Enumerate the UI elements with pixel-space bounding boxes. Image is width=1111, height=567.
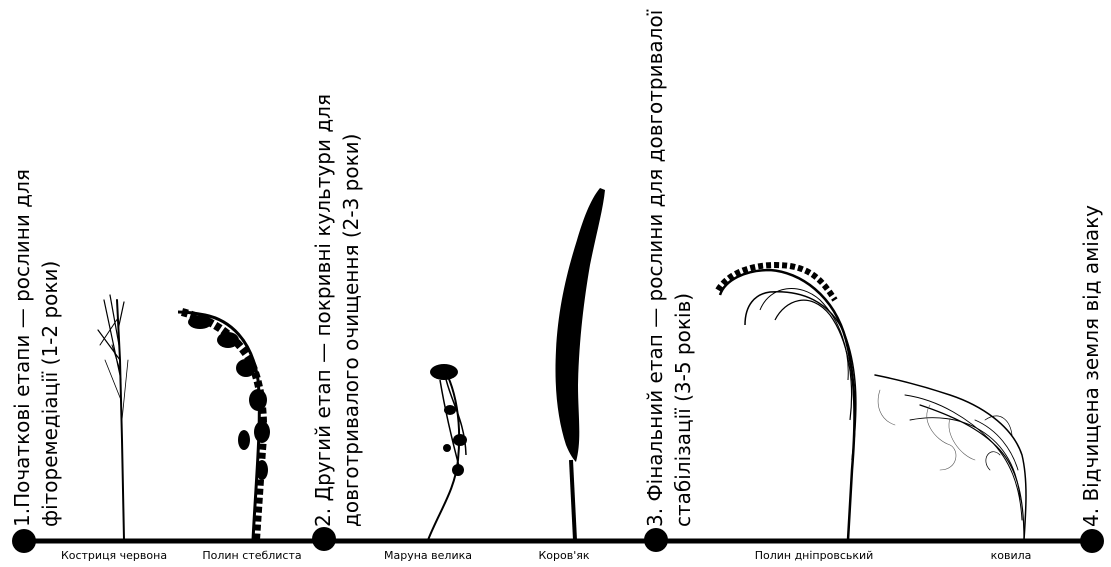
wormwood-plant-icon (177, 308, 270, 541)
feather-grass-plant-icon (874, 374, 1027, 541)
dnieper-wormwood-plant-icon (715, 262, 857, 541)
plant-label-mullein: Коров'як (538, 549, 590, 562)
stage-3-marker (644, 528, 668, 552)
plant-label-tansy: Маруна велика (384, 549, 472, 562)
tansy-plant-icon (427, 364, 467, 541)
stage-2-line2: довготривалого очищення (2-3 роки) (339, 133, 363, 527)
stage-4-line1: 4. Відчищена земля від аміаку (1079, 205, 1103, 527)
mullein-plant-icon (555, 188, 605, 541)
stage-3-label: 3. Фінальний етап — рослини для довготри… (641, 10, 697, 527)
stage-3-line1: 3. Фінальний етап — рослини для довготри… (643, 9, 667, 527)
plant-label-feather-grass: ковила (990, 549, 1032, 562)
stage-3-line2: стабілізації (3-5 років) (671, 292, 695, 527)
stage-1-label: 1.Початкові етапи — рослини для фітореме… (8, 169, 64, 527)
stage-1-line1: 1.Початкові етапи — рослини для (10, 169, 34, 527)
stage-4-label: 4. Відчищена земля від аміаку (1077, 205, 1105, 527)
stage-2-line1: 2. Другий етап — покривні культури для (311, 94, 335, 527)
plant-label-fescue: Костриця червона (60, 549, 168, 562)
stage-2-label: 2. Другий етап — покривні культури для д… (309, 94, 365, 527)
plant-label-wormwood: Полин стеблиста (202, 549, 302, 562)
plant-label-dnieper-wormwood: Полин дніпровський (754, 549, 874, 562)
stage-4-marker (1080, 529, 1104, 553)
stage-2-marker (312, 527, 336, 551)
stage-1-line2: фіторемедіації (1-2 роки) (38, 260, 62, 527)
stage-1-marker (12, 529, 36, 553)
fescue-plant-icon (97, 294, 129, 541)
